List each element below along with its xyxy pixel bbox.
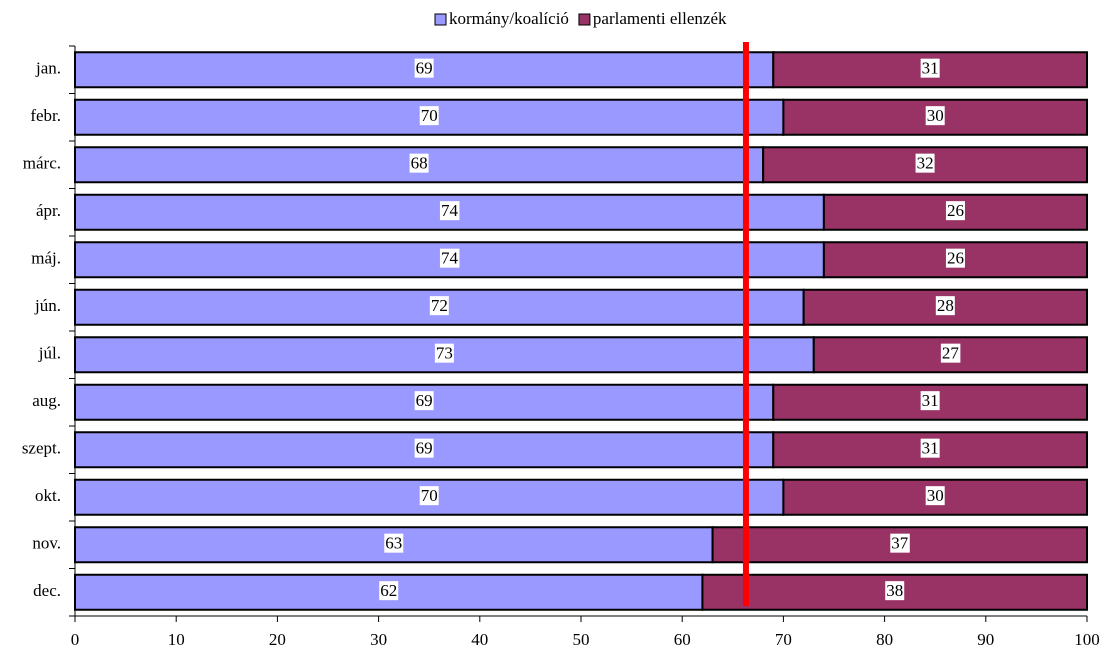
data-label-bg	[379, 581, 399, 601]
data-label-bg	[419, 106, 439, 126]
data-label: 62	[380, 581, 397, 600]
data-label-bg	[920, 391, 940, 411]
data-label-bg	[439, 248, 460, 268]
y-tick-label: júl.	[38, 344, 61, 363]
data-label: 31	[922, 439, 939, 458]
data-label-bg	[409, 153, 429, 173]
x-tick-label: 70	[775, 630, 792, 649]
data-label: 70	[421, 486, 438, 505]
x-tick-label: 30	[370, 630, 387, 649]
data-label: 70	[421, 106, 438, 125]
data-label-bg	[414, 58, 434, 78]
data-label-bg	[434, 343, 454, 363]
data-label: 37	[891, 534, 909, 553]
data-label-bg	[419, 486, 439, 506]
y-tick-label: nov.	[32, 534, 61, 553]
data-label-bg	[414, 391, 434, 411]
data-label: 69	[416, 391, 433, 410]
data-label-bg	[945, 201, 965, 221]
bar-segment	[812, 336, 1088, 374]
data-label: 30	[927, 106, 944, 125]
x-tick-label: 80	[876, 630, 893, 649]
x-tick-label: 100	[1074, 630, 1100, 649]
y-tick-label: aug.	[32, 391, 61, 410]
data-label: 38	[886, 581, 903, 600]
data-label-bg	[429, 296, 449, 316]
y-tick-label: márc.	[23, 154, 61, 173]
data-label: 31	[922, 59, 939, 78]
data-label-bg	[920, 58, 940, 78]
data-label: 63	[385, 534, 402, 553]
data-label-bg	[384, 533, 404, 553]
data-label: 74	[441, 201, 459, 220]
data-label-bg	[935, 296, 955, 316]
x-tick-label: 40	[471, 630, 488, 649]
legend-label: kormány/koalíció	[449, 9, 569, 28]
data-label: 30	[927, 486, 944, 505]
y-tick-label: okt.	[35, 486, 61, 505]
data-label: 26	[947, 201, 964, 220]
data-label-bg	[925, 486, 945, 506]
y-tick-label: febr.	[30, 106, 61, 125]
data-label: 32	[917, 154, 934, 173]
data-label-bg	[439, 201, 460, 221]
data-label: 68	[411, 154, 428, 173]
data-label: 27	[942, 344, 960, 363]
legend-swatch	[578, 13, 591, 26]
data-label-bg	[940, 343, 961, 363]
data-label-bg	[885, 581, 905, 601]
y-tick-label: jan.	[35, 59, 61, 78]
legend-swatch	[434, 13, 447, 26]
y-tick-label: szept.	[22, 439, 61, 458]
data-label: 74	[441, 249, 459, 268]
y-tick-label: máj.	[31, 249, 61, 268]
data-label: 28	[937, 296, 954, 315]
data-label: 69	[416, 59, 433, 78]
data-label-bg	[414, 438, 434, 458]
data-label-bg	[920, 438, 940, 458]
data-label: 69	[416, 439, 433, 458]
data-label-bg	[925, 106, 945, 126]
data-label-bg	[945, 248, 965, 268]
x-tick-label: 90	[977, 630, 994, 649]
y-tick-label: ápr.	[36, 201, 61, 220]
x-tick-label: 20	[269, 630, 286, 649]
x-tick-label: 10	[168, 630, 185, 649]
x-tick-label: 0	[71, 630, 80, 649]
data-label: 73	[436, 344, 453, 363]
data-label-bg	[915, 153, 935, 173]
data-label: 72	[431, 296, 448, 315]
data-label: 31	[922, 391, 939, 410]
x-tick-label: 50	[573, 630, 590, 649]
data-label-bg	[890, 533, 910, 553]
bar-segment	[782, 478, 1089, 516]
y-tick-label: dec.	[33, 581, 61, 600]
data-label: 26	[947, 249, 964, 268]
legend-label: parlamenti ellenzék	[593, 9, 727, 28]
x-tick-label: 60	[674, 630, 691, 649]
y-tick-label: jún.	[34, 296, 61, 315]
